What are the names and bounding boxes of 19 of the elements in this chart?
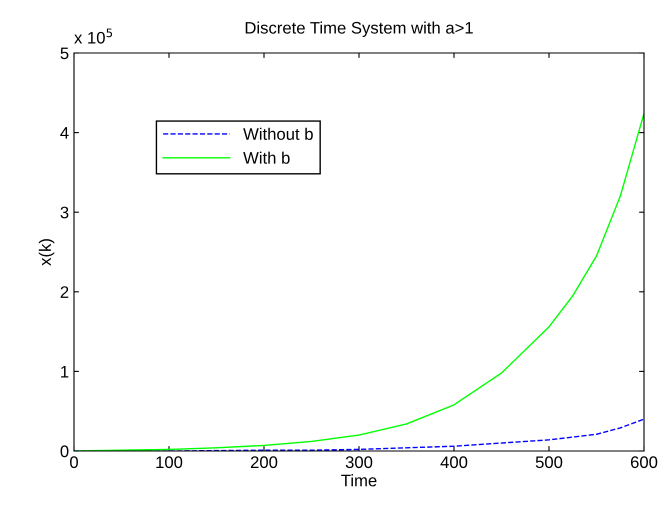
x-tick-label: 100	[156, 456, 182, 468]
x-tick-label: 200	[250, 456, 278, 468]
legend-label: With b	[243, 152, 290, 164]
x-tick-label: 0	[70, 456, 78, 468]
y-tick-label: 1	[61, 366, 68, 378]
y-tick-label: 4	[60, 127, 69, 139]
x-tick-label: 600	[630, 456, 658, 468]
y-tick-label: 5	[60, 48, 68, 60]
chart-title: Discrete Time System with a>1	[246, 21, 473, 38]
y-axis-title: x(k)	[38, 239, 54, 266]
y-tick-label: 2	[60, 286, 68, 298]
x-tick-label: 500	[536, 456, 562, 468]
text: x 10$^{5}$	[74, 28, 112, 44]
y-tick-label: 0	[60, 445, 68, 458]
y-tick-label: 3	[60, 206, 68, 218]
x-tick-label: 400	[440, 456, 468, 468]
legend-label: Without b	[243, 128, 313, 140]
x-axis-title: Time	[341, 474, 376, 486]
x-tick-label: 300	[346, 456, 372, 468]
